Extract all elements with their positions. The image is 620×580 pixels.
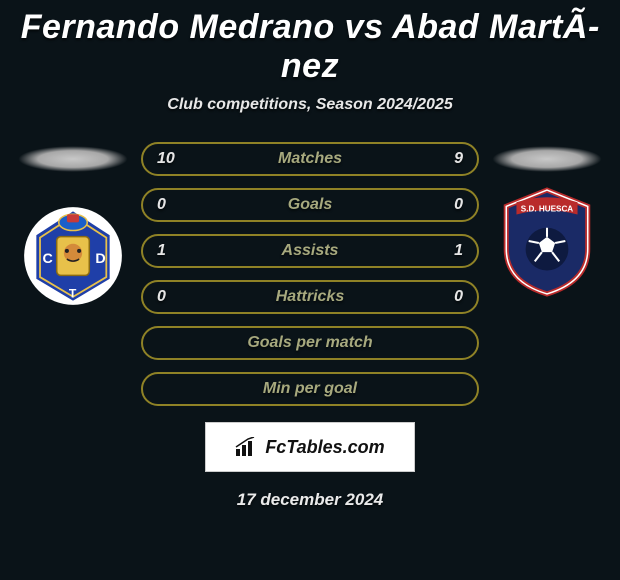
svg-text:C: C	[42, 251, 52, 267]
stat-right-value: 9	[435, 150, 463, 168]
stat-row-mpg: Min per goal	[141, 372, 479, 406]
footer-area: FcTables.com 17 december 2024	[0, 422, 620, 510]
stat-left-value: 1	[157, 242, 185, 260]
stat-label: Assists	[185, 242, 435, 260]
stat-left-value: 0	[157, 288, 185, 306]
comparison-page: Fernando Medrano vs Abad MartÃ­nez Club …	[0, 0, 620, 510]
page-title: Fernando Medrano vs Abad MartÃ­nez	[0, 8, 620, 86]
right-shadow-ellipse	[492, 146, 602, 172]
stat-right-value: 1	[435, 242, 463, 260]
stat-label: Goals	[185, 196, 435, 214]
left-shadow-ellipse	[18, 146, 128, 172]
stat-left-value: 10	[157, 150, 185, 168]
left-player-col: C D T	[13, 142, 133, 312]
stat-label: Min per goal	[185, 380, 435, 398]
stat-row-goals: 0 Goals 0	[141, 188, 479, 222]
svg-text:T: T	[69, 287, 77, 301]
main-row: C D T 10 Matches 9 0 Goals 0 1	[0, 142, 620, 406]
svg-text:S.D. HUESCA: S.D. HUESCA	[521, 204, 574, 213]
stat-row-matches: 10 Matches 9	[141, 142, 479, 176]
fctables-label: FcTables.com	[265, 437, 384, 458]
stat-right-value: 0	[435, 288, 463, 306]
tenerife-badge-icon: C D T	[21, 200, 125, 312]
right-club-badge: S.D. HUESCA	[495, 186, 599, 298]
left-club-badge: C D T	[21, 200, 125, 312]
stat-right-value: 0	[435, 196, 463, 214]
stat-label: Hattricks	[185, 288, 435, 306]
stats-column: 10 Matches 9 0 Goals 0 1 Assists 1 0 Hat…	[141, 142, 479, 406]
bar-chart-icon	[235, 437, 259, 457]
stat-left-value: 0	[157, 196, 185, 214]
right-player-col: S.D. HUESCA	[487, 142, 607, 298]
stat-label: Goals per match	[185, 334, 435, 352]
fctables-watermark[interactable]: FcTables.com	[205, 422, 415, 472]
date-text: 17 december 2024	[237, 490, 384, 510]
stat-row-hattricks: 0 Hattricks 0	[141, 280, 479, 314]
huesca-badge-icon: S.D. HUESCA	[495, 186, 599, 298]
stat-row-assists: 1 Assists 1	[141, 234, 479, 268]
page-subtitle: Club competitions, Season 2024/2025	[0, 96, 620, 114]
stat-label: Matches	[185, 150, 435, 168]
stat-row-gpm: Goals per match	[141, 326, 479, 360]
svg-text:D: D	[95, 251, 105, 267]
